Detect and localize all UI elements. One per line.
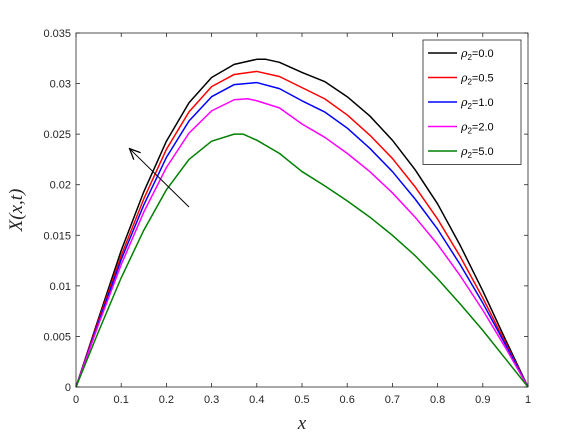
legend-label: ρ2=1.0 (460, 96, 494, 111)
x-tick-label: 0.8 (430, 394, 445, 406)
y-tick-label: 0.025 (43, 129, 71, 141)
x-tick-label: 1 (525, 394, 531, 406)
y-axis-ticks: 0 0.005 0.01 0.015 0.02 0.025 0.03 0.035 (43, 28, 528, 394)
series-line-1 (75, 58, 529, 388)
y-tick-label: 0.01 (50, 281, 71, 293)
legend-label: ρ2=0.0 (460, 47, 494, 62)
legend: ρ2=0.0 ρ2=0.5 ρ2=1.0 ρ2=2.0 ρ2=5.0 (422, 39, 522, 165)
legend-entry-5: ρ2=5.0 (428, 145, 494, 160)
legend-entry-4: ρ2=2.0 (428, 121, 494, 136)
legend-label: ρ2=2.0 (460, 121, 494, 136)
y-tick-label: 0.035 (43, 28, 71, 40)
y-tick-label: 0.005 (43, 331, 71, 343)
series-line-4 (75, 97, 529, 388)
trend-arrow (130, 149, 190, 208)
x-tick-label: 0.7 (385, 394, 400, 406)
x-tick-label: 0.4 (249, 394, 264, 406)
y-tick-label: 0.03 (50, 79, 71, 91)
legend-entry-2: ρ2=0.5 (428, 72, 494, 87)
legend-label: ρ2=0.5 (460, 72, 494, 87)
x-tick-label: 0.9 (475, 394, 490, 406)
x-tick-label: 0 (73, 394, 79, 406)
series-lines (75, 58, 529, 388)
legend-entry-1: ρ2=0.0 (428, 47, 494, 62)
x-tick-label: 0.3 (204, 394, 219, 406)
series-line-2 (75, 70, 529, 388)
trend-arrow-layer (130, 149, 190, 208)
x-tick-label: 0.5 (294, 394, 309, 406)
series-line-5 (75, 133, 529, 388)
legend-label: ρ2=5.0 (460, 145, 494, 160)
x-tick-label: 0.1 (114, 394, 129, 406)
legend-entry-3: ρ2=1.0 (428, 96, 494, 111)
x-tick-label: 0.2 (159, 394, 174, 406)
y-tick-label: 0.02 (50, 180, 71, 192)
x-tick-label: 0.6 (340, 394, 355, 406)
y-axis-label: X(x,t) (6, 189, 27, 233)
x-axis-ticks: 0 0.1 0.2 0.3 0.4 0.5 0.6 0.7 0.8 0.9 1 (73, 33, 531, 406)
series-line-3 (75, 81, 529, 388)
y-tick-label: 0.015 (43, 230, 71, 242)
y-tick-label: 0 (65, 382, 71, 394)
x-axis-label: x (297, 413, 307, 434)
